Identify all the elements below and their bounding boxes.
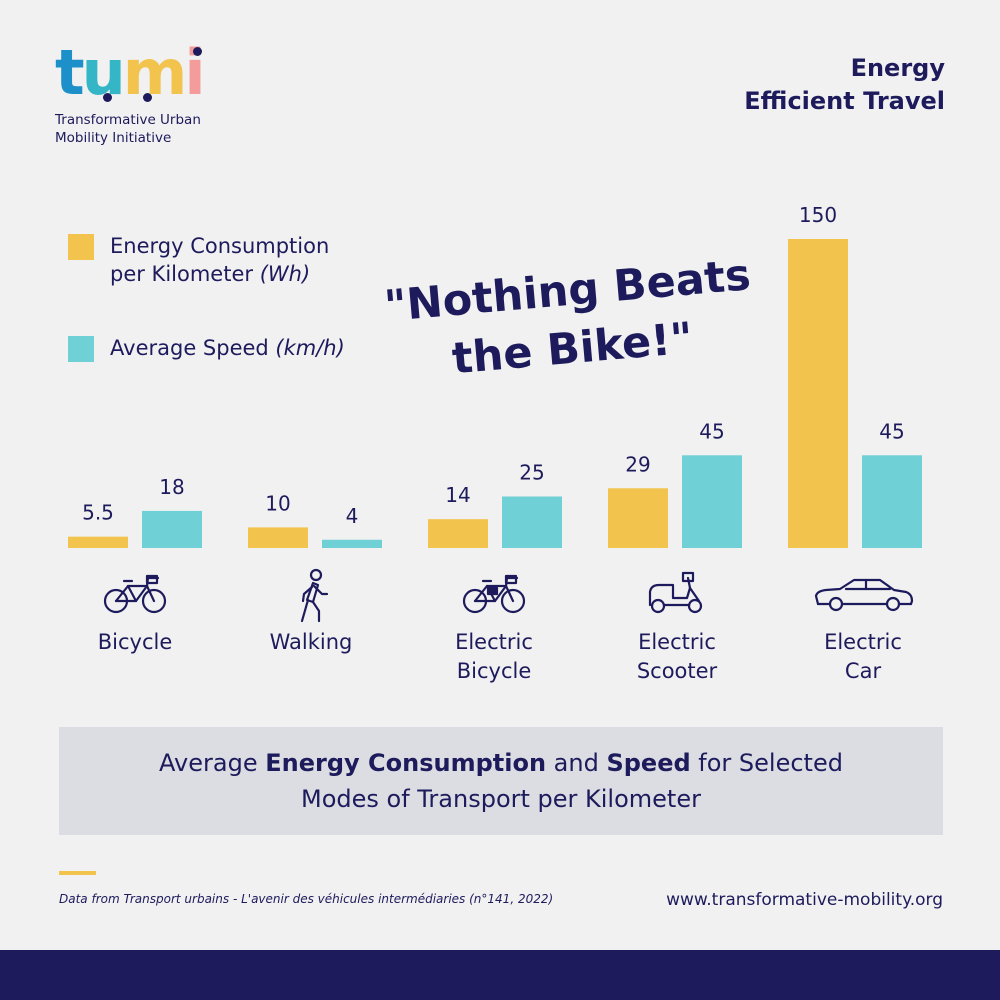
chart-caption: Average Energy Consumption and Speed for… xyxy=(159,745,843,817)
bar-value-label: 45 xyxy=(699,419,724,443)
bar-value-label: 14 xyxy=(445,483,470,507)
category-label-electric-scooter: Electric Scooter xyxy=(587,628,767,686)
bar-value-label: 150 xyxy=(799,203,837,227)
logo-wordmark: tumi xyxy=(55,42,206,104)
scooter-icon xyxy=(648,571,703,614)
chart-caption-line1: Average Energy Consumption and Speed for… xyxy=(159,745,843,781)
page-title-line1: Energy xyxy=(850,54,945,82)
footer-band xyxy=(0,950,1000,1000)
page-title: Energy Efficient Travel xyxy=(744,52,945,118)
legend-label-energy-text: per Kilometer xyxy=(110,262,260,286)
data-source: Data from Transport urbains - L'avenir d… xyxy=(59,892,554,906)
electric-bicycle-icon xyxy=(462,574,526,614)
category-label-line1: Electric xyxy=(824,630,902,654)
bar-electric-car-speed xyxy=(862,455,922,548)
bar-electric-scooter-speed xyxy=(682,455,742,548)
legend-item-energy: Energy Consumption per Kilometer (Wh) xyxy=(68,232,388,288)
legend-label-energy-unit: (Wh) xyxy=(259,262,311,286)
legend-label-energy-line1: Energy Consumption xyxy=(110,234,330,258)
legend-label-speed-unit: (km/h) xyxy=(275,336,345,360)
walking-person-icon xyxy=(300,568,329,623)
category-label-line1: Electric xyxy=(455,630,533,654)
category-label-line2: Car xyxy=(844,659,882,683)
caption-bold-speed: Speed xyxy=(606,749,691,777)
category-label-line1: Bicycle xyxy=(97,630,173,654)
page-title-line2: Efficient Travel xyxy=(744,87,945,115)
legend-item-speed: Average Speed (km/h) xyxy=(68,334,388,362)
bar-bicycle-energy xyxy=(68,536,128,548)
bar-value-label: 4 xyxy=(346,504,359,528)
category-label-electric-bicycle: Electric Bicycle xyxy=(404,628,584,686)
category-label-line1: Walking xyxy=(269,630,353,654)
accent-divider xyxy=(59,871,96,875)
logo-letter-i: i xyxy=(184,36,205,109)
legend-swatch-energy xyxy=(68,234,94,260)
bar-electric-bicycle-energy xyxy=(428,519,488,548)
category-label-line2: Scooter xyxy=(636,659,718,683)
caption-text: and xyxy=(546,749,607,777)
legend-label-energy: Energy Consumption per Kilometer (Wh) xyxy=(110,232,329,288)
car-icon xyxy=(814,578,914,612)
website-link[interactable]: www.transformative-mobility.org xyxy=(666,890,943,910)
legend-label-speed: Average Speed (km/h) xyxy=(110,334,345,362)
bar-walking-energy xyxy=(248,527,308,548)
bar-electric-car-energy xyxy=(788,239,848,548)
chart-caption-line2: Modes of Transport per Kilometer xyxy=(301,785,701,813)
caption-text: Average xyxy=(159,749,266,777)
bar-chart: 5.5 18 10 4 14 25 29 45 150 45 xyxy=(68,203,922,548)
chart-caption-box: Average Energy Consumption and Speed for… xyxy=(59,727,943,835)
bicycle-icon xyxy=(103,574,167,614)
category-label-line1: Electric xyxy=(638,630,716,654)
category-label-walking: Walking xyxy=(221,628,401,657)
bar-electric-bicycle-speed xyxy=(502,496,562,548)
bar-value-label: 18 xyxy=(159,475,184,499)
logo-dot xyxy=(103,93,112,102)
bar-value-label: 10 xyxy=(265,491,290,515)
bar-value-label: 45 xyxy=(879,419,904,443)
legend-swatch-speed xyxy=(68,336,94,362)
category-label-electric-car: Electric Car xyxy=(773,628,953,686)
bar-walking-speed xyxy=(322,539,382,548)
category-label-line2: Bicycle xyxy=(456,659,532,683)
logo-subtitle: Transformative Urban Mobility Initiative xyxy=(55,111,203,147)
legend-label-energy-line2: per Kilometer (Wh) xyxy=(110,260,329,288)
bar-electric-scooter-energy xyxy=(608,488,668,548)
caption-text: for Selected xyxy=(690,749,843,777)
bar-value-label: 25 xyxy=(519,461,544,485)
logo-letter-m: m xyxy=(122,36,188,109)
bar-value-label: 29 xyxy=(625,452,650,476)
bar-bicycle-speed xyxy=(142,510,202,548)
logo-dot xyxy=(193,47,202,56)
legend-label-speed-text: Average Speed xyxy=(110,336,276,360)
logo-subtitle-line1: Transformative Urban xyxy=(55,112,201,128)
logo-letter-t: t xyxy=(55,36,85,109)
category-label-bicycle: Bicycle xyxy=(45,628,225,657)
bar-value-label: 5.5 xyxy=(82,501,114,525)
caption-bold-energy: Energy Consumption xyxy=(265,749,547,777)
tumi-logo: tumi Transformative Urban Mobility Initi… xyxy=(55,42,206,147)
logo-dot xyxy=(143,93,152,102)
logo-subtitle-line2: Mobility Initiative xyxy=(55,130,172,146)
